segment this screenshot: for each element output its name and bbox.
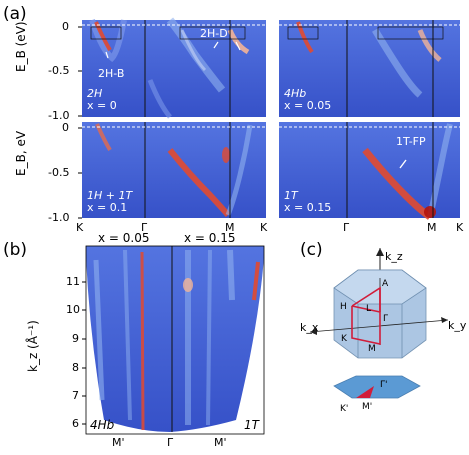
x-1h1t: x = 0.1 bbox=[87, 201, 128, 214]
c-pt-k: K bbox=[341, 334, 347, 344]
phase-4hb: 4Hb bbox=[284, 87, 307, 100]
b-phase-right: 1T bbox=[244, 418, 259, 432]
panel-a-ticks bbox=[78, 26, 82, 219]
b-ytick-7: 7 bbox=[72, 389, 79, 402]
c-kx: k_x bbox=[300, 321, 319, 334]
b-phase-left: 4Hb bbox=[90, 418, 115, 432]
ylabel-top: E_B (eV) bbox=[14, 21, 28, 72]
annot-1t-fp: 1T-FP bbox=[396, 135, 426, 148]
c-ky: k_y bbox=[448, 319, 467, 332]
c-bpt-m: M' bbox=[362, 402, 373, 412]
phase-1t: 1T bbox=[284, 189, 298, 202]
annot-2h-b: 2H-B bbox=[98, 67, 125, 80]
subpanel-1t bbox=[279, 122, 460, 220]
xtick-a-g2: Γ bbox=[343, 221, 350, 234]
ytick-top-1: -0.5 bbox=[48, 64, 70, 77]
c-bpt-k: K' bbox=[340, 404, 349, 414]
xtick-a-m: M bbox=[225, 221, 235, 234]
xtick-a-g: Γ bbox=[141, 221, 148, 234]
c-pt-a: A bbox=[382, 279, 389, 289]
xtick-a-k3: K bbox=[456, 221, 464, 234]
c-pt-g: Γ bbox=[383, 314, 389, 324]
c-pt-h: H bbox=[340, 302, 347, 312]
b-top-left: x = 0.05 bbox=[98, 231, 150, 245]
annot-2h-d: 2H-D bbox=[200, 27, 228, 40]
b-ytick-6: 6 bbox=[72, 417, 79, 430]
subpanel-1h1t bbox=[82, 122, 266, 218]
c-bpt-g: Γ' bbox=[380, 380, 388, 390]
b-xtick-m2: M' bbox=[214, 436, 227, 449]
kz-map bbox=[85, 245, 265, 435]
c-pt-l: L bbox=[366, 304, 372, 314]
x-2h: x = 0 bbox=[87, 99, 117, 112]
ytick-bot-1: -0.5 bbox=[48, 166, 70, 179]
xtick-a-k1: K bbox=[76, 221, 84, 234]
c-kz: k_z bbox=[385, 250, 403, 263]
ytick-top-0: 0 bbox=[62, 20, 69, 33]
subpanel-4hb bbox=[279, 20, 460, 117]
c-pt-m: M bbox=[368, 344, 376, 354]
xtick-a-k2: K bbox=[260, 221, 268, 234]
ylabel-bottom: E_B, eV bbox=[14, 130, 28, 176]
ytick-bot-2: -1.0 bbox=[48, 211, 70, 224]
panel-a-letter: (a) bbox=[3, 4, 27, 24]
panel-c-letter: (c) bbox=[300, 240, 323, 260]
x-1t: x = 0.15 bbox=[284, 201, 332, 214]
phase-1h1t: 1H + 1T bbox=[87, 189, 133, 202]
x-4hb: x = 0.05 bbox=[284, 99, 332, 112]
b-ytick-11: 11 bbox=[66, 275, 80, 288]
ytick-top-2: -1.0 bbox=[48, 109, 70, 122]
b-ytick-9: 9 bbox=[72, 332, 79, 345]
xtick-a-m2: M bbox=[427, 221, 437, 234]
phase-2h: 2H bbox=[87, 87, 103, 100]
b-top-right: x = 0.15 bbox=[184, 231, 236, 245]
b-ytick-10: 10 bbox=[66, 303, 80, 316]
subpanel-2h bbox=[82, 17, 266, 119]
brillouin-zone bbox=[309, 248, 449, 399]
b-ylabel: k_z (Å⁻¹) bbox=[26, 320, 40, 372]
b-ytick-8: 8 bbox=[72, 361, 79, 374]
ytick-bot-0: 0 bbox=[62, 121, 69, 134]
b-xtick-g: Γ bbox=[167, 436, 174, 449]
panel-b-ticks bbox=[82, 281, 86, 425]
panel-b-letter: (b) bbox=[3, 240, 28, 260]
b-xtick-m1: M' bbox=[112, 436, 125, 449]
